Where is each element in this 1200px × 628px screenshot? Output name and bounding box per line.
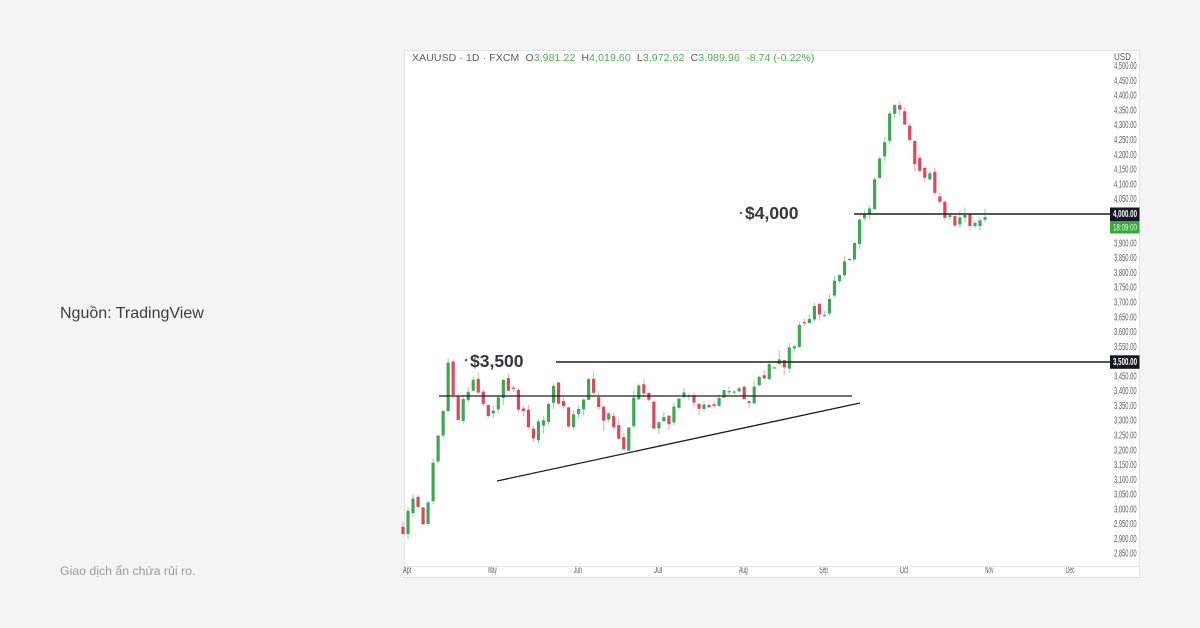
svg-text:3,600.00: 3,600.00 [1114, 327, 1137, 338]
svg-text:3,650.00: 3,650.00 [1114, 312, 1137, 323]
svg-text:3,750.00: 3,750.00 [1114, 283, 1137, 294]
svg-text:3,100.00: 3,100.00 [1114, 475, 1137, 486]
svg-text:3,350.00: 3,350.00 [1114, 401, 1137, 412]
svg-text:3,850.00: 3,850.00 [1114, 253, 1137, 264]
svg-text:4,050.00: 4,050.00 [1114, 194, 1137, 205]
svg-text:3,000.00: 3,000.00 [1114, 504, 1137, 515]
svg-text:4,400.00: 4,400.00 [1114, 91, 1137, 102]
svg-text:3,150.00: 3,150.00 [1114, 460, 1137, 471]
svg-text:4,450.00: 4,450.00 [1114, 76, 1137, 87]
svg-text:3,800.00: 3,800.00 [1114, 268, 1137, 279]
svg-text:4,200.00: 4,200.00 [1114, 150, 1137, 161]
svg-text:3,500.00: 3,500.00 [1113, 357, 1137, 368]
svg-text:$3,500: $3,500 [470, 351, 524, 371]
svg-text:4,350.00: 4,350.00 [1114, 105, 1137, 116]
svg-text:2,950.00: 2,950.00 [1114, 519, 1137, 530]
svg-text:3,250.00: 3,250.00 [1114, 430, 1137, 441]
svg-text:3,700.00: 3,700.00 [1114, 298, 1137, 309]
svg-text:2,900.00: 2,900.00 [1114, 534, 1137, 545]
svg-text:4,300.00: 4,300.00 [1114, 120, 1137, 131]
svg-text:3,450.00: 3,450.00 [1114, 371, 1137, 382]
svg-text:4,250.00: 4,250.00 [1114, 135, 1137, 146]
svg-text:USD: USD [1114, 52, 1131, 63]
svg-text:3,400.00: 3,400.00 [1114, 386, 1137, 397]
svg-text:3,200.00: 3,200.00 [1114, 445, 1137, 456]
svg-text:2,850.00: 2,850.00 [1114, 549, 1137, 560]
svg-text:3,900.00: 3,900.00 [1114, 238, 1137, 249]
svg-text:18:09:00: 18:09:00 [1113, 222, 1137, 232]
svg-text:3,300.00: 3,300.00 [1114, 416, 1137, 427]
svg-text:$4,000: $4,000 [745, 203, 799, 223]
svg-text:4,000.00: 4,000.00 [1113, 209, 1137, 220]
svg-text:3,050.00: 3,050.00 [1114, 490, 1137, 501]
svg-text:3,550.00: 3,550.00 [1114, 342, 1137, 353]
svg-text:4,100.00: 4,100.00 [1114, 179, 1137, 190]
svg-text:4,150.00: 4,150.00 [1114, 165, 1137, 176]
